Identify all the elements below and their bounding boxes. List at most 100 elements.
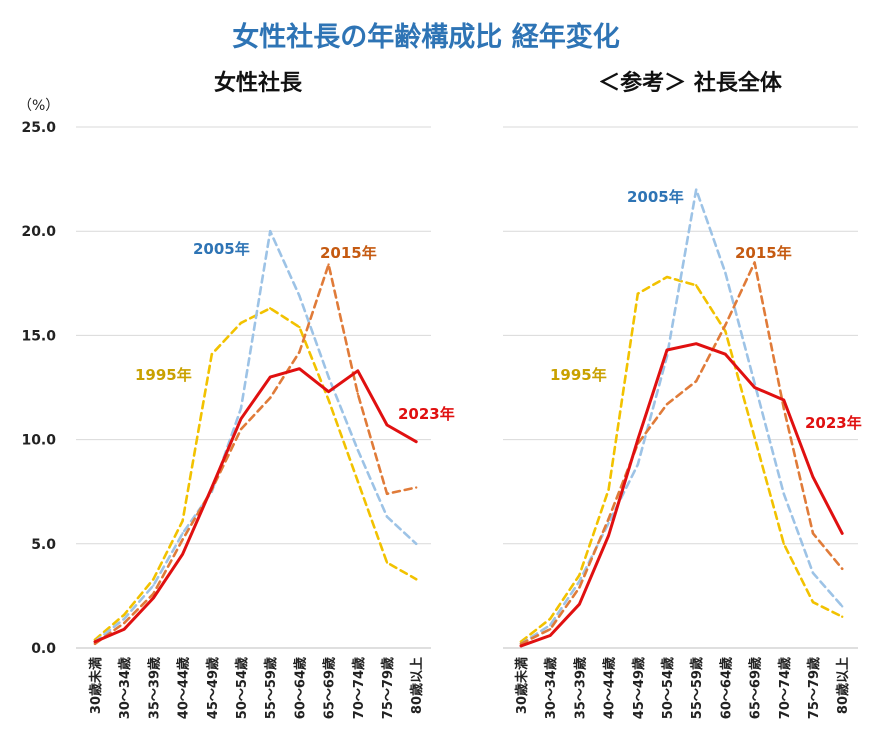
data-point: [269, 307, 272, 310]
series-label: 1995年: [550, 366, 607, 384]
data-point: [123, 621, 126, 625]
data-point: [327, 398, 330, 402]
data-point: [665, 402, 669, 406]
data-point: [782, 407, 785, 410]
data-point: [753, 386, 756, 389]
data-point: [782, 492, 785, 495]
x-tick-label: 55～59歳: [689, 657, 705, 719]
x-tick-label: 60～64歳: [292, 657, 308, 719]
chart-panel-2: 30歳未満 30～34歳 35～39歳 40～44歳 45～49歳 50～54歳 55～59…: [503, 126, 862, 719]
data-point: [415, 440, 418, 443]
series-line-2005年: [519, 188, 844, 646]
data-point: [578, 603, 581, 606]
data-point: [181, 553, 184, 556]
data-point: [152, 596, 155, 600]
series-line-1995年: [519, 275, 844, 644]
data-point: [695, 342, 698, 345]
data-point: [841, 605, 844, 608]
data-point: [123, 628, 126, 631]
y-axis-unit: （%）: [18, 98, 59, 114]
y-tick-label: 20.0: [21, 224, 56, 240]
data-point: [782, 542, 785, 545]
data-point: [724, 352, 727, 356]
data-point: [724, 323, 727, 327]
data-point: [607, 521, 610, 525]
x-tick-label: 75～79歳: [380, 657, 396, 719]
x-tick-label: 65～69歳: [748, 657, 764, 719]
data-point: [93, 642, 97, 646]
series-line-2005年: [93, 229, 418, 644]
x-tick-label: 40～44歳: [602, 657, 618, 719]
series-label: 2023年: [805, 414, 862, 432]
data-point: [181, 519, 184, 523]
data-point: [636, 438, 639, 441]
x-tick-label: 50～54歳: [660, 657, 676, 719]
data-point: [152, 578, 155, 581]
x-tick-label: 70～74歳: [351, 657, 367, 719]
data-point: [239, 321, 243, 325]
main-title: 女性社長の年齢構成比 経年変化: [232, 21, 619, 53]
data-point: [93, 640, 97, 643]
chart-title-women-presidents: 女性社長: [214, 70, 303, 96]
data-point: [841, 567, 844, 571]
x-tick-label: 30～34歳: [543, 657, 559, 719]
data-point: [415, 486, 418, 489]
data-point: [549, 623, 552, 627]
x-tick-label: 60～64歳: [718, 657, 734, 719]
data-point: [724, 271, 727, 275]
y-tick-label: 25.0: [21, 120, 56, 136]
data-point: [298, 325, 301, 329]
x-tick-label: 45～49歳: [205, 657, 221, 719]
data-point: [549, 634, 552, 637]
x-tick-label: 35～39歳: [146, 657, 162, 719]
data-point: [578, 573, 581, 577]
data-point: [549, 617, 552, 621]
data-point: [695, 188, 698, 191]
data-point: [298, 294, 301, 298]
data-point: [327, 375, 330, 379]
data-point: [811, 532, 815, 535]
data-point: [356, 448, 359, 452]
data-point: [753, 436, 756, 439]
data-point: [607, 534, 610, 537]
data-point: [549, 628, 552, 631]
data-point: [181, 532, 184, 535]
data-point: [298, 367, 301, 370]
x-tick-label: 45～49歳: [631, 657, 647, 719]
data-point: [239, 407, 243, 410]
data-point: [123, 617, 126, 621]
data-point: [665, 275, 669, 279]
data-point: [385, 561, 389, 564]
data-point: [665, 348, 669, 352]
y-tick-label: 5.0: [31, 537, 56, 553]
chart-panel-1: 0.0 5.0 10.0 15.0 20.0 25.0 30歳未満 30～34歳 35～39歳 4…: [21, 120, 454, 719]
data-point: [269, 375, 272, 379]
data-point: [578, 580, 581, 583]
series-line-2015年: [93, 263, 418, 646]
data-point: [385, 423, 389, 427]
series-label: 2015年: [735, 244, 792, 262]
x-tick-label: 50～54歳: [234, 657, 250, 719]
x-tick-label: 75～79歳: [806, 657, 822, 719]
data-point: [181, 538, 184, 541]
series-label: 2023年: [398, 405, 455, 423]
data-point: [519, 644, 523, 648]
data-point: [636, 463, 639, 466]
x-tick-label: 80歳以上: [409, 657, 425, 714]
data-point: [269, 230, 272, 233]
x-tick-label: 30歳未満: [88, 657, 104, 714]
data-point: [327, 263, 330, 266]
chart-title-all-presidents: ＜参考＞ 社長全体: [598, 70, 783, 96]
data-point: [415, 578, 418, 581]
series-label: 2005年: [193, 240, 250, 258]
data-point: [695, 284, 698, 287]
data-point: [811, 600, 815, 604]
data-point: [356, 369, 359, 373]
series-label: 2015年: [320, 244, 377, 262]
x-tick-label: 35～39歳: [572, 657, 588, 719]
data-point: [841, 615, 844, 618]
x-tick-label: 30歳未満: [514, 657, 530, 714]
x-tick-label: 40～44歳: [176, 657, 192, 719]
